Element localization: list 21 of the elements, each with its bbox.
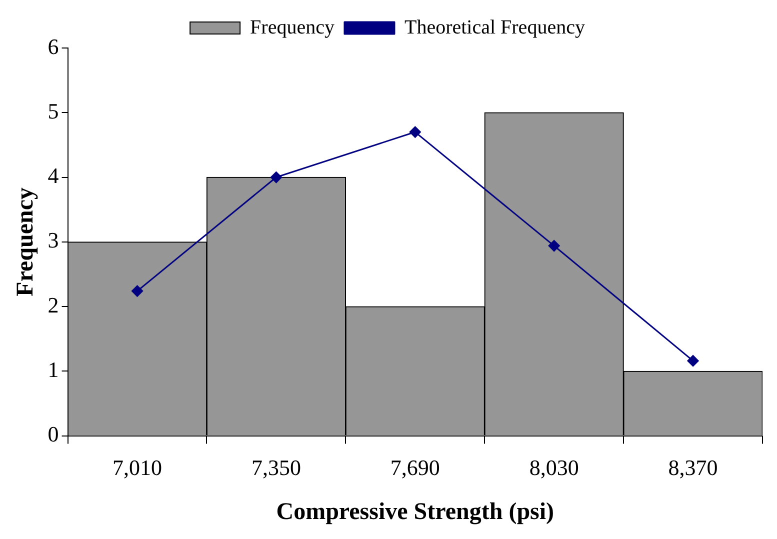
x-tick-label: 7,010 bbox=[112, 454, 162, 480]
y-tick-label: 4 bbox=[48, 163, 59, 188]
legend-label: Frequency bbox=[250, 16, 334, 38]
x-tick-label: 8,030 bbox=[529, 454, 579, 480]
point bbox=[270, 172, 282, 184]
y-tick-label: 1 bbox=[48, 356, 59, 382]
x-axis-title: Compressive Strength (psi) bbox=[276, 498, 554, 525]
y-tick-label: 5 bbox=[48, 98, 59, 124]
point bbox=[687, 355, 699, 367]
y-tick-label: 3 bbox=[48, 228, 59, 253]
y-tick-label: 2 bbox=[48, 292, 59, 318]
legend-label: Theoretical Frequency bbox=[404, 16, 585, 38]
point bbox=[548, 240, 560, 252]
x-tick-label: 7,690 bbox=[390, 454, 440, 480]
point bbox=[132, 285, 144, 297]
point bbox=[409, 126, 421, 138]
x-tick-label: 8,370 bbox=[668, 454, 718, 480]
x-tick-label: 7,350 bbox=[251, 454, 301, 480]
y-axis-title: Frequency bbox=[12, 187, 39, 296]
y-tick-label: 0 bbox=[48, 422, 59, 447]
y-tick-label: 6 bbox=[48, 34, 59, 59]
